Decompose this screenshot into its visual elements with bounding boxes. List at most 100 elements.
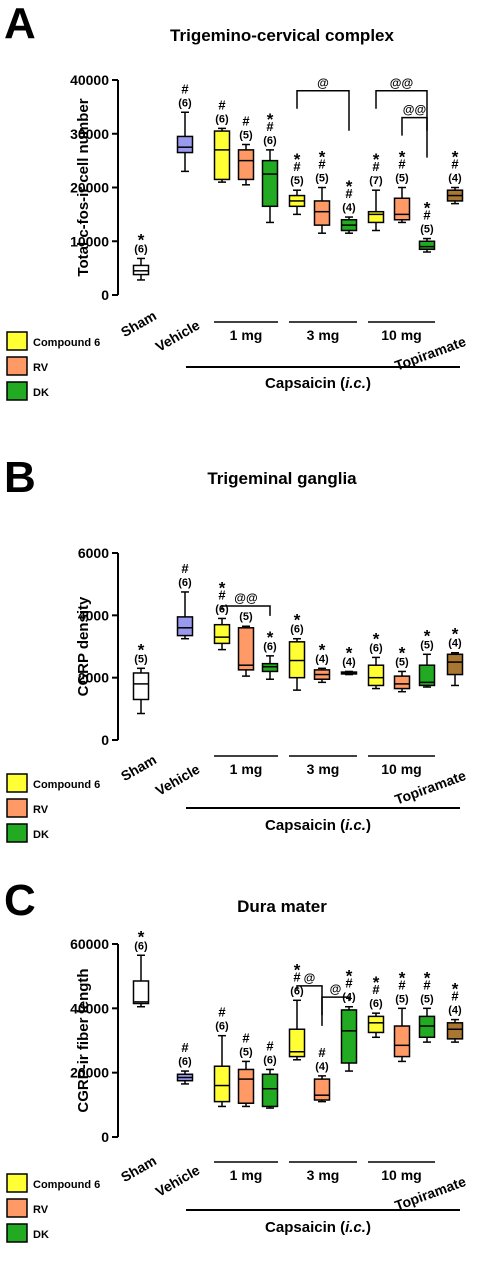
legend: Compound 6 RV DK [6, 331, 100, 401]
annotation-mark: # [218, 1005, 226, 1020]
annotation-mark: * [346, 967, 353, 986]
capsaicin-label: Capsaicin (i.c.) [265, 1219, 371, 1236]
annotation-n: (6) [215, 113, 229, 125]
box-2: (6)# [213, 1005, 231, 1108]
annotation-mark: * [399, 968, 406, 987]
legend-swatch [6, 823, 28, 843]
annotation-mark: * [294, 960, 301, 979]
box-5: (6)#* [288, 960, 306, 1061]
annotation-n: (5) [420, 993, 434, 1005]
x-label-vehicle: Vehicle [153, 761, 203, 799]
box-3: (5)# [237, 1030, 255, 1108]
chart-title: Trigeminal ganglia [207, 469, 357, 488]
y-tick-label: 20000 [70, 180, 109, 196]
chart-title: Trigemino-cervical complex [170, 26, 394, 45]
box-11: (4)#* [446, 148, 464, 205]
x-label-dose1: 1 mg [230, 327, 263, 343]
significance-bracket: @ [296, 76, 350, 131]
box-body [446, 1022, 464, 1040]
annotation-mark: # [181, 561, 189, 576]
annotation-n: (5) [420, 639, 434, 651]
box-0: (6)* [132, 927, 150, 1008]
x-label-vehicle: Vehicle [153, 1162, 203, 1200]
annotation-mark: * [267, 110, 274, 129]
annotation-n: (4) [448, 638, 462, 650]
box-body [237, 1068, 255, 1104]
annotation-n: (4) [448, 1005, 462, 1017]
annotation-n: (5) [290, 175, 304, 187]
annotation-mark: * [138, 927, 145, 946]
annotation-n: (4) [342, 202, 356, 214]
significance-bracket: @@ [401, 103, 428, 158]
panel-a: A Trigemino-cervical complex 0 10000 20000 30… [4, 0, 468, 401]
annotation-mark: * [138, 230, 145, 249]
annotation-mark: # [398, 977, 406, 992]
legend-swatch [6, 773, 28, 793]
x-label-sham: Sham [118, 751, 159, 784]
capsaicin-label-text: Capsaicin ( [265, 1219, 345, 1236]
annotation-n: (6) [290, 985, 304, 997]
panel-b: B Trigeminal ganglia 0 2000 4000 6000 CGRP den… [4, 453, 468, 843]
annotation-n: (5) [395, 993, 409, 1005]
box-body [367, 1015, 385, 1034]
bracket-label: @@ [390, 76, 413, 90]
chart-title: Dura mater [237, 897, 327, 916]
annotation-n: (6) [134, 243, 148, 255]
y-tick-label: 60000 [70, 936, 109, 952]
annotation-mark: # [398, 157, 406, 172]
legend-label: RV [33, 1204, 49, 1216]
significance-bracket: @@ [221, 591, 271, 616]
box-3: (5)# [237, 114, 255, 186]
legend: Compound 6 RV DK [6, 773, 100, 843]
legend-swatch [6, 331, 28, 351]
y-axis-label: Total c-fos-ir cell number [75, 98, 92, 276]
bracket-label: @ [304, 971, 316, 985]
capsaicin-label: Capsaicin (i.c.) [265, 817, 371, 834]
y-axis-label: CGRP-ir fiber length [75, 968, 92, 1112]
annotation-mark: * [373, 973, 380, 992]
annotation-n: (6) [263, 641, 277, 653]
annotation-n: (5) [239, 611, 253, 623]
box-body [393, 197, 411, 221]
annotation-n: (6) [263, 1054, 277, 1066]
significance-bracket: @ [296, 971, 323, 1026]
annotation-mark: * [346, 643, 353, 662]
bracket-line [401, 116, 428, 158]
annotation-mark: * [373, 150, 380, 169]
annotation-mark: * [319, 640, 326, 659]
annotation-mark: # [318, 1045, 326, 1060]
annotation-mark: # [451, 157, 459, 172]
box-body [288, 1028, 306, 1058]
annotation-mark: * [294, 611, 301, 630]
bracket-line [296, 90, 350, 131]
capsaicin-label-text: Capsaicin ( [265, 375, 345, 392]
box-body [367, 664, 385, 687]
box-body [213, 1065, 231, 1103]
annotation-mark: * [267, 628, 274, 647]
annotation-n: (5) [395, 656, 409, 668]
annotation-n: (5) [239, 1046, 253, 1058]
bracket-line [321, 996, 350, 1016]
annotation-n: (5) [420, 224, 434, 236]
legend: Compound 6 RV DK [6, 1173, 100, 1243]
panel-letter: C [4, 876, 36, 925]
y-tick-label: 20000 [70, 1065, 109, 1081]
box-body [176, 135, 194, 154]
y-tick-label: 0 [101, 287, 109, 303]
annotation-mark: # [218, 97, 226, 112]
annotation-n: (5) [315, 173, 329, 185]
box-6: (4)* [313, 640, 331, 684]
annotation-mark: * [399, 148, 406, 167]
annotation-n: (4) [448, 173, 462, 185]
box-body [418, 1015, 436, 1039]
annotation-mark: * [138, 640, 145, 659]
box-body [237, 627, 255, 671]
box-10: (5)#* [418, 199, 436, 253]
box-body [367, 210, 385, 224]
box-4: (6)#* [261, 110, 279, 224]
x-label-dose3: 3 mg [307, 327, 340, 343]
significance-bracket: @@ [375, 76, 428, 131]
annotation-n: (4) [342, 656, 356, 668]
